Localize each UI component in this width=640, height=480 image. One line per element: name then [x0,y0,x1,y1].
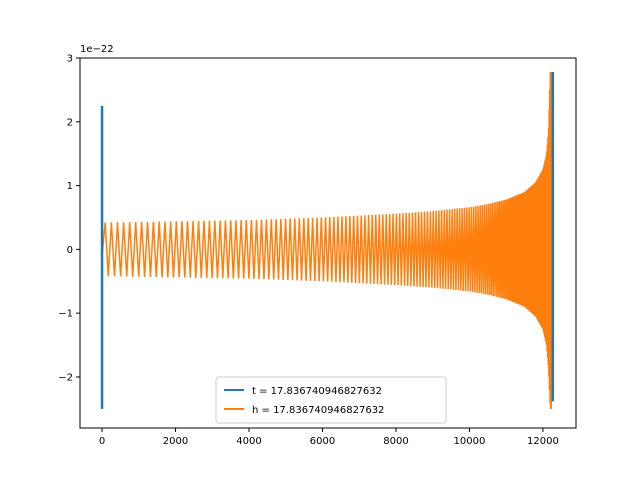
series-layer [100,72,555,409]
legend-label: t = 17.836740946827632 [252,386,382,397]
x-tick-label: 6000 [310,436,335,447]
y-tick-label: 0 [67,245,73,256]
x-tick-label: 4000 [236,436,261,447]
y-tick-label: −2 [58,372,73,383]
axes-frame [79,57,577,429]
legend-label: h = 17.836740946827632 [252,405,384,416]
legend-box [215,376,447,424]
x-tick-label: 12000 [527,436,559,447]
y-tick-label: 3 [67,54,73,65]
x-tick-label: 10000 [454,436,486,447]
y-tick-label: −1 [58,309,73,320]
y-tick-label: 2 [67,117,73,128]
axes-layer: 0 2000 4000 6000 8000 10000 12000 −2 −1 0 1 2 3 [58,54,577,447]
y-tick-label: 1 [67,181,73,192]
x-tick-label: 2000 [163,436,188,447]
legend: t = 17.836740946827632 h = 17.83674094682… [215,376,447,424]
series-h-line [101,72,553,409]
x-tick-label: 8000 [383,436,408,447]
x-tick-label: 0 [99,436,105,447]
y-offset-label: 1e−22 [80,44,114,55]
